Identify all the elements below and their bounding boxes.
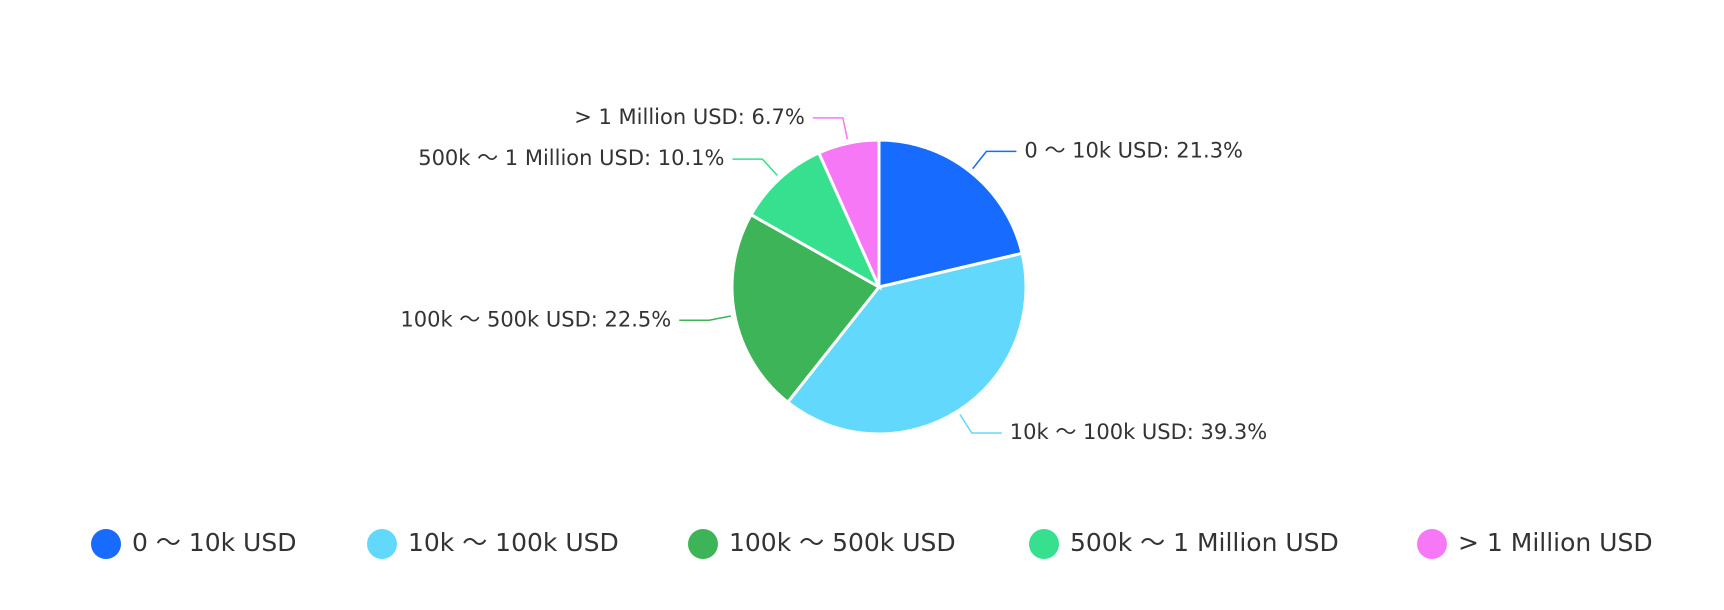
- leader-line: [732, 158, 778, 176]
- legend-label[interactable]: > 1 Million USD: [1458, 528, 1653, 557]
- leader-line: [972, 150, 1017, 170]
- pie-slice: [877, 138, 1024, 289]
- leader-line: [812, 117, 849, 140]
- data-label: 100k ～ 500k USD: 22.5%: [400, 307, 671, 331]
- data-label: 500k ～ 1 Million USD: 10.1%: [418, 146, 724, 170]
- leader-line: [959, 414, 1002, 434]
- pie-slice: [785, 251, 1028, 436]
- pie-slice: [748, 150, 883, 291]
- legend-marker[interactable]: [688, 529, 718, 559]
- pie-slice: [816, 138, 881, 288]
- legend-marker[interactable]: [1029, 529, 1059, 559]
- legend-label[interactable]: 500k ～ 1 Million USD: [1070, 528, 1339, 557]
- data-label: > 1 Million USD: 6.7%: [574, 105, 805, 129]
- legend-label[interactable]: 100k ～ 500k USD: [729, 528, 956, 557]
- data-label: 10k ～ 100k USD: 39.3%: [1010, 420, 1268, 444]
- leader-line: [679, 315, 731, 322]
- legend-label[interactable]: 10k ～ 100k USD: [408, 528, 619, 557]
- legend-label[interactable]: 0 ～ 10k USD: [132, 528, 296, 557]
- legend-marker[interactable]: [91, 529, 121, 559]
- pie-slice: [730, 212, 882, 405]
- legend-marker[interactable]: [367, 529, 397, 559]
- legend-marker[interactable]: [1417, 529, 1447, 559]
- data-label: 0 ～ 10k USD: 21.3%: [1024, 138, 1243, 162]
